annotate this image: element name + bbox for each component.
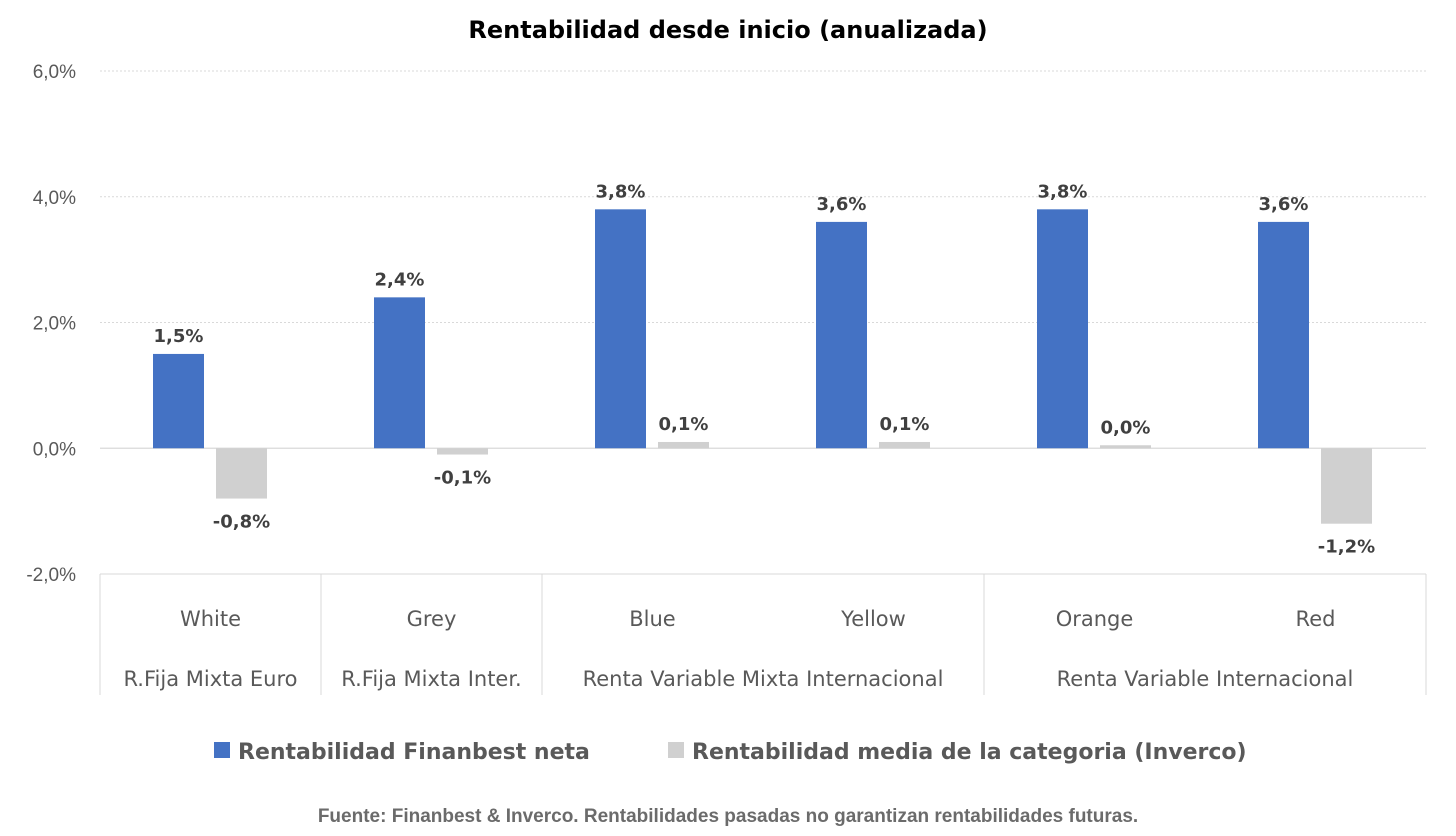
data-label: 3,6% — [1259, 194, 1309, 215]
data-label: 0,1% — [659, 414, 709, 435]
y-tick-label: 0,0% — [33, 439, 76, 460]
y-tick-label: 4,0% — [33, 188, 76, 209]
y-tick-label: -2,0% — [26, 565, 76, 586]
x-group-label: Renta Variable Internacional — [1057, 667, 1354, 691]
bar-inverco-white — [216, 448, 267, 499]
bar-finanbest-grey — [374, 297, 425, 449]
x-group-label: Renta Variable Mixta Internacional — [583, 667, 944, 691]
data-label: 3,8% — [596, 181, 646, 202]
data-label: 0,1% — [880, 414, 930, 435]
bar-finanbest-orange — [1037, 209, 1088, 449]
x-group-label: R.Fija Mixta Euro — [123, 667, 297, 691]
bar-inverco-grey — [437, 448, 488, 455]
legend-label-finanbest: Rentabilidad Finanbest neta — [238, 740, 590, 765]
data-label: 3,6% — [817, 194, 867, 215]
bar-inverco-blue — [658, 441, 709, 449]
x-category-label: Yellow — [840, 607, 906, 631]
data-label: -0,8% — [213, 512, 270, 533]
data-label: -0,1% — [434, 468, 491, 489]
data-label: 3,8% — [1038, 181, 1088, 202]
bar-inverco-orange — [1100, 445, 1151, 449]
bar-finanbest-yellow — [816, 221, 867, 449]
data-label: 1,5% — [154, 326, 204, 347]
x-category-label: White — [180, 607, 241, 631]
bar-inverco-yellow — [879, 441, 930, 449]
x-category-label: Blue — [629, 607, 675, 631]
chart-title: Rentabilidad desde inicio (anualizada) — [468, 16, 987, 44]
legend-label-inverco: Rentabilidad media de la categoria (Inve… — [692, 740, 1247, 765]
footer-source-note: Fuente: Finanbest & Inverco. Rentabilida… — [318, 806, 1138, 827]
bar-finanbest-red — [1258, 221, 1309, 449]
data-label: 0,0% — [1101, 417, 1151, 438]
legend-swatch-inverco — [668, 742, 684, 758]
x-group-label: R.Fija Mixta Inter. — [341, 667, 521, 691]
y-tick-label: 6,0% — [33, 62, 76, 83]
data-label: -1,2% — [1318, 537, 1375, 558]
x-category-label: Grey — [407, 607, 457, 631]
x-category-label: Red — [1296, 607, 1336, 631]
y-tick-label: 2,0% — [33, 314, 76, 335]
legend-swatch-finanbest — [214, 742, 230, 758]
bar-finanbest-white — [153, 353, 204, 449]
x-category-label: Orange — [1056, 607, 1134, 631]
data-label: 2,4% — [375, 269, 425, 290]
bar-finanbest-blue — [595, 209, 646, 449]
bar-inverco-red — [1321, 448, 1372, 524]
